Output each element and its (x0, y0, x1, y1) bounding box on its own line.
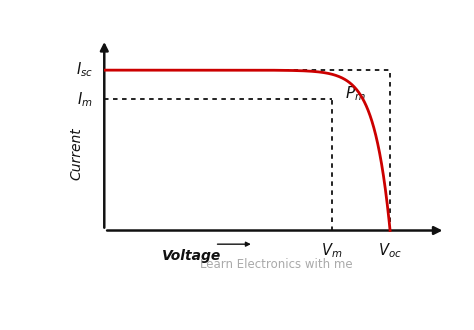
Text: Voltage: Voltage (162, 249, 221, 263)
Text: Current: Current (70, 128, 84, 180)
Text: $V_m$: $V_m$ (321, 242, 342, 260)
Text: $I_{sc}$: $I_{sc}$ (76, 61, 93, 80)
Text: Learn Electronics with me: Learn Electronics with me (200, 258, 353, 271)
Text: $I_m$: $I_m$ (77, 90, 93, 109)
Text: $P_m$: $P_m$ (345, 85, 365, 103)
Text: $V_{oc}$: $V_{oc}$ (378, 242, 402, 260)
